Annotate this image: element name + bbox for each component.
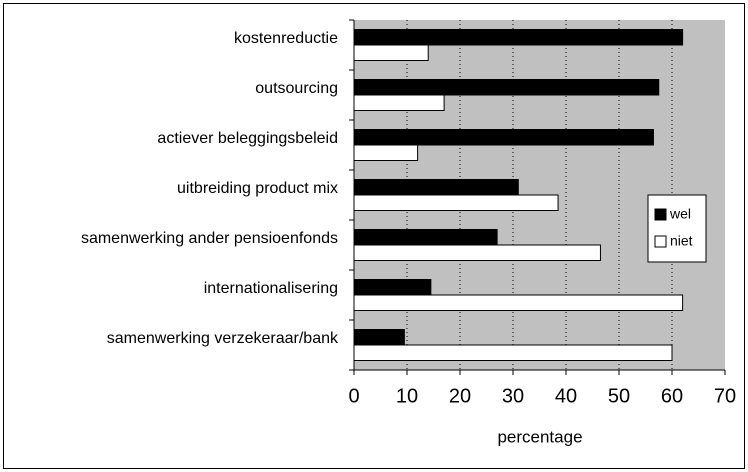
- bar: [353, 194, 559, 211]
- bar: [353, 294, 684, 311]
- y-tick-label: actiever beleggingsbeleid: [157, 130, 338, 147]
- y-tick-label: internationalisering: [204, 280, 338, 297]
- bar: [353, 329, 405, 346]
- x-tick-label: 40: [555, 385, 577, 407]
- x-tick-label: 10: [396, 385, 418, 407]
- y-tick-label: outsourcing: [255, 80, 338, 97]
- y-tick-label: samenwerking ander pensioenfonds: [81, 230, 338, 247]
- y-tick-label: kostenreductie: [234, 30, 338, 47]
- legend-swatch: [654, 235, 667, 248]
- bar: [353, 229, 498, 246]
- legend-box: [647, 194, 707, 263]
- bar: [353, 94, 445, 111]
- bar: [353, 244, 601, 261]
- bar: [353, 144, 419, 161]
- y-tick-label: samenwerking verzekeraar/bank: [107, 330, 339, 347]
- bar: [353, 279, 432, 296]
- legend-label: niet: [670, 233, 693, 249]
- legend-swatch: [654, 208, 667, 221]
- x-tick-label: 0: [348, 385, 359, 407]
- bar: [353, 129, 654, 146]
- bar: [353, 29, 684, 46]
- bar: [353, 179, 519, 196]
- bar: [353, 79, 660, 96]
- bar: [353, 44, 429, 61]
- legend-label: wel: [669, 206, 691, 222]
- x-tick-label: 70: [714, 385, 736, 407]
- x-tick-label: 20: [449, 385, 471, 407]
- bar: [353, 344, 673, 361]
- x-tick-label: 60: [661, 385, 683, 407]
- x-axis-label: percentage: [497, 427, 582, 446]
- y-tick-label: uitbreiding product mix: [177, 180, 338, 197]
- x-tick-label: 50: [608, 385, 630, 407]
- x-tick-label: 30: [502, 385, 524, 407]
